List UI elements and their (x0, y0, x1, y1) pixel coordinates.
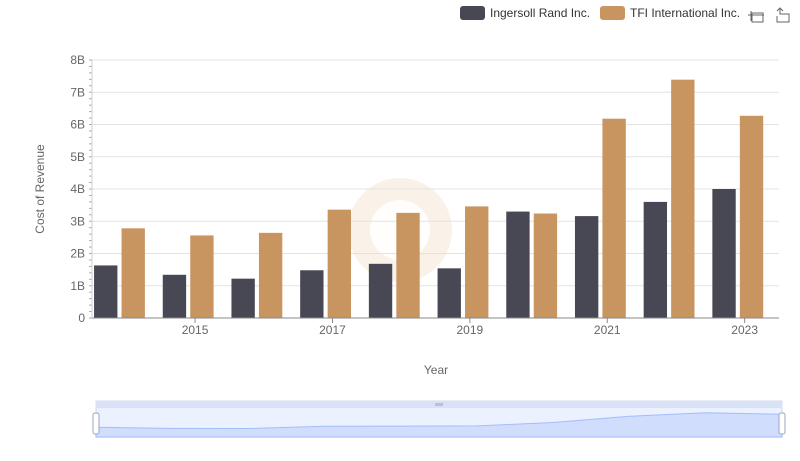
bar-ingersoll-rand-2020[interactable] (506, 211, 530, 318)
legend: Ingersoll Rand Inc. TFI International Inc… (460, 6, 740, 20)
y-tick-label: 3B (70, 214, 85, 228)
y-tick-label: 4B (70, 182, 85, 196)
bar-ingersoll-rand-2021[interactable] (574, 216, 599, 318)
y-minor-ticks (89, 59, 92, 319)
bar-tfi-international-2015[interactable] (190, 235, 214, 318)
x-tick-label: 2019 (456, 323, 483, 337)
y-tick-label: 6B (70, 118, 85, 132)
bar-tfi-international-2020[interactable] (533, 213, 558, 318)
x-tick-labels: 2015 2017 2019 2021 2023 (182, 318, 758, 337)
bar-ingersoll-rand-2023[interactable] (712, 189, 736, 318)
bar-tfi-international-2019[interactable] (465, 206, 489, 318)
data-zoom-slider[interactable] (92, 400, 786, 438)
zoom-reset-icon[interactable] (776, 7, 790, 23)
y-tick-label: 7B (70, 85, 85, 99)
y-tick-labels: 0 1B 2B 3B 4B 5B 6B 7B 8B (70, 53, 85, 325)
bar-tfi-international-2014[interactable] (121, 228, 145, 318)
bar-tfi-international-2022[interactable] (671, 79, 695, 318)
bar-tfi-international-2018[interactable] (396, 212, 420, 318)
y-tick-label: 5B (70, 150, 85, 164)
x-axis-title: Year (424, 363, 448, 377)
bar-ingersoll-rand-2019[interactable] (437, 268, 461, 318)
bar-ingersoll-rand-2022[interactable] (643, 201, 668, 318)
bars (94, 79, 764, 318)
bar-tfi-international-2021[interactable] (602, 118, 626, 318)
bar-ingersoll-rand-2017[interactable] (300, 270, 324, 318)
bar-tfi-international-2016[interactable] (258, 232, 283, 318)
data-zoom-handle-left[interactable] (92, 412, 100, 435)
y-axis-title: Cost of Revenue (33, 144, 47, 234)
x-tick-label: 2017 (319, 323, 346, 337)
x-tick-label: 2021 (594, 323, 621, 337)
x-tick-label: 2023 (731, 323, 758, 337)
legend-swatch (600, 6, 625, 20)
y-tick-label: 8B (70, 53, 85, 67)
data-zoom-handle-right[interactable] (778, 412, 786, 435)
data-zoom-grip[interactable] (435, 403, 443, 406)
bar-ingersoll-rand-2014[interactable] (94, 265, 118, 318)
y-tick-label: 0 (78, 311, 85, 325)
legend-label: Ingersoll Rand Inc. (490, 6, 590, 20)
legend-item-ingersoll-rand[interactable]: Ingersoll Rand Inc. (460, 6, 590, 20)
x-tick-label: 2015 (182, 323, 209, 337)
y-tick-label: 2B (70, 247, 85, 261)
legend-swatch (460, 6, 485, 20)
bar-ingersoll-rand-2015[interactable] (162, 274, 187, 318)
bar-tfi-international-2017[interactable] (327, 209, 351, 318)
data-zoom-selection[interactable] (96, 408, 782, 437)
bar-tfi-international-2023[interactable] (739, 115, 764, 318)
y-tick-label: 1B (70, 279, 85, 293)
bar-ingersoll-rand-2018[interactable] (368, 263, 393, 318)
legend-label: TFI International Inc. (630, 6, 740, 20)
zoom-select-icon[interactable] (748, 11, 764, 23)
legend-item-tfi-international[interactable]: TFI International Inc. (600, 6, 740, 20)
bar-ingersoll-rand-2016[interactable] (231, 278, 255, 318)
